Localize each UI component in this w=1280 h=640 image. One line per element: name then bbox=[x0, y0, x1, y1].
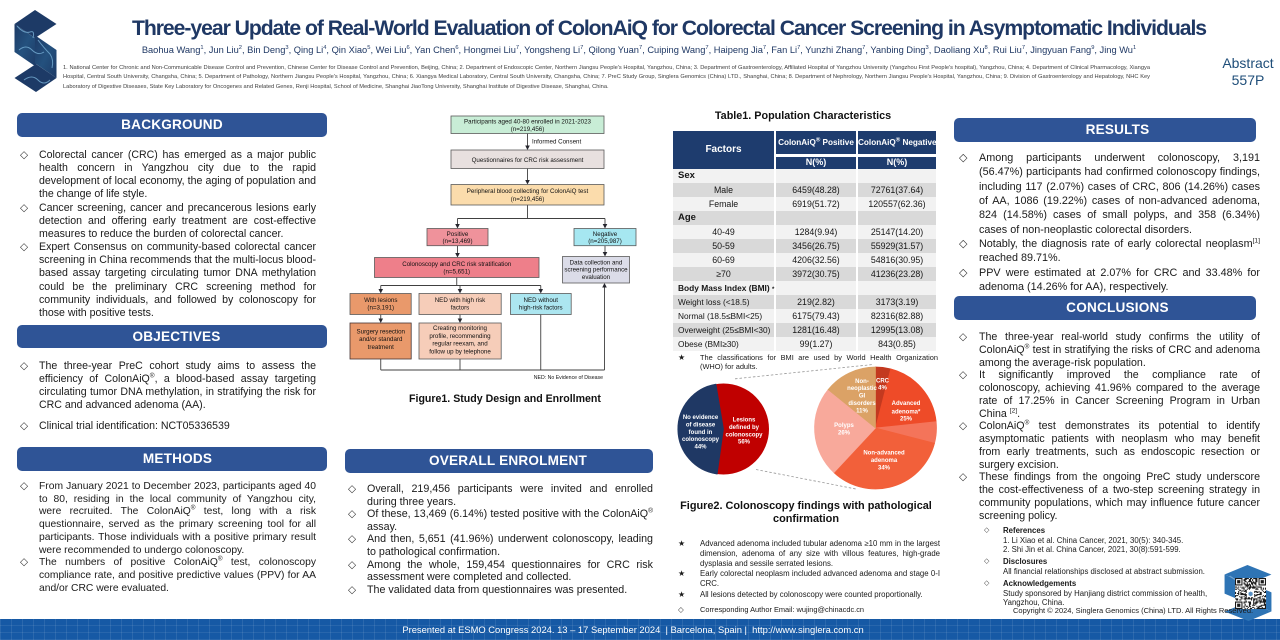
svg-text:of disease: of disease bbox=[686, 422, 716, 428]
svg-text:34%: 34% bbox=[878, 465, 891, 471]
svg-text:disorders: disorders bbox=[848, 401, 876, 407]
svg-text:regular reexam, and: regular reexam, and bbox=[432, 341, 488, 348]
svg-text:With lesions: With lesions bbox=[364, 297, 397, 304]
svg-text:Creating monitoring: Creating monitoring bbox=[433, 325, 488, 332]
svg-text:26%: 26% bbox=[838, 430, 851, 436]
svg-text:screening performance: screening performance bbox=[564, 267, 628, 274]
svg-text:Positive: Positive bbox=[447, 231, 469, 238]
svg-text:colonoscopy: colonoscopy bbox=[682, 437, 720, 443]
svg-text:NED without: NED without bbox=[524, 297, 559, 304]
svg-text:and/or standard: and/or standard bbox=[359, 336, 403, 343]
svg-text:high-risk factors: high-risk factors bbox=[519, 305, 563, 312]
svg-text:adenoma*: adenoma* bbox=[892, 409, 921, 415]
svg-text:follow up by telephone: follow up by telephone bbox=[429, 348, 491, 355]
svg-text:CRC: CRC bbox=[876, 378, 890, 384]
svg-text:treatment: treatment bbox=[368, 344, 394, 351]
svg-text:(n=3,191): (n=3,191) bbox=[367, 305, 394, 312]
svg-text:Peripheral blood collecting fo: Peripheral blood collecting for ColonAiQ… bbox=[467, 188, 589, 195]
svg-text:(n=219,456): (n=219,456) bbox=[511, 196, 545, 203]
svg-text:56%: 56% bbox=[738, 440, 751, 446]
svg-text:Data collection and: Data collection and bbox=[570, 259, 623, 266]
svg-text:Non-advanced: Non-advanced bbox=[863, 451, 905, 457]
svg-text:25%: 25% bbox=[900, 417, 913, 423]
svg-text:Polyps: Polyps bbox=[834, 423, 854, 429]
svg-text:GI: GI bbox=[859, 394, 866, 400]
svg-text:(n=205,987): (n=205,987) bbox=[588, 238, 622, 245]
svg-text:(n=219,456): (n=219,456) bbox=[511, 126, 545, 133]
svg-text:found in: found in bbox=[689, 430, 713, 436]
svg-text:11%: 11% bbox=[856, 408, 868, 414]
svg-text:Questionnaires for CRC risk as: Questionnaires for CRC risk assessment bbox=[472, 157, 584, 164]
svg-text:Surgery resection: Surgery resection bbox=[357, 328, 406, 335]
svg-text:44%: 44% bbox=[694, 445, 707, 451]
svg-text:(n=5,651): (n=5,651) bbox=[443, 269, 470, 276]
svg-text:defined by: defined by bbox=[729, 425, 760, 431]
svg-text:Informed Consent: Informed Consent bbox=[532, 139, 581, 146]
svg-text:NED with high risk: NED with high risk bbox=[435, 297, 486, 304]
svg-text:Lesions: Lesions bbox=[733, 418, 756, 424]
svg-text:adenoma: adenoma bbox=[871, 458, 898, 464]
svg-text:Participants aged 40-80 enroll: Participants aged 40-80 enrolled in 2021… bbox=[464, 119, 591, 126]
svg-text:Non-: Non- bbox=[855, 379, 869, 385]
svg-text:(n=13,469): (n=13,469) bbox=[442, 238, 472, 245]
svg-text:Negative: Negative bbox=[593, 231, 618, 238]
svg-text:evaluation: evaluation bbox=[582, 274, 611, 281]
svg-text:factors: factors bbox=[451, 305, 470, 312]
svg-text:Colonoscopy and CRC risk strat: Colonoscopy and CRC risk stratification bbox=[402, 261, 512, 268]
svg-text:4%: 4% bbox=[878, 386, 887, 392]
svg-text:No evidence: No evidence bbox=[683, 415, 719, 421]
svg-text:profile, recommending: profile, recommending bbox=[429, 333, 491, 340]
svg-text:neoplastic: neoplastic bbox=[847, 386, 877, 392]
svg-text:colonoscopy: colonoscopy bbox=[725, 432, 763, 438]
svg-text:NED: No Evidence of Disease: NED: No Evidence of Disease bbox=[534, 375, 603, 381]
svg-text:Advanced: Advanced bbox=[892, 401, 921, 407]
